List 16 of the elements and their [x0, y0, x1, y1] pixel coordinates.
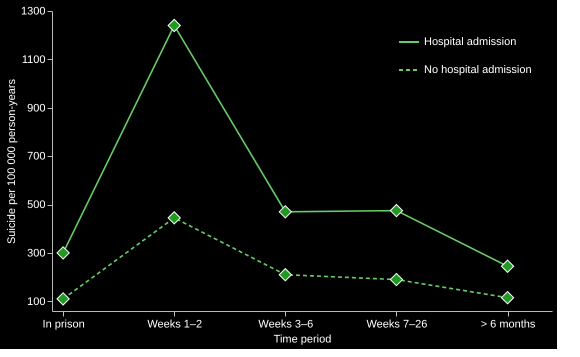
y-tick-label: 1300: [21, 6, 46, 18]
y-tick-label: 500: [27, 199, 46, 212]
x-axis-title: Time period: [274, 334, 332, 346]
legend-label: No hospital admission: [424, 64, 532, 76]
legend-label: Hospital admission: [424, 36, 516, 48]
y-tick-label: 900: [27, 102, 46, 114]
x-tick-label: > 6 months: [480, 318, 536, 330]
x-tick-label: Weeks 1–2: [147, 318, 202, 330]
y-tick-label: 1100: [22, 54, 46, 66]
x-tick-label: In prison: [42, 318, 85, 330]
x-tick-label: Weeks 7–26: [366, 318, 428, 330]
x-tick-label: Weeks 3–6: [258, 318, 314, 330]
y-tick-label: 300: [27, 247, 46, 260]
y-tick-label: 700: [27, 150, 46, 163]
y-tick-label: 100: [27, 296, 46, 308]
y-axis-title: Suicide per 100 000 person-years: [6, 78, 18, 244]
